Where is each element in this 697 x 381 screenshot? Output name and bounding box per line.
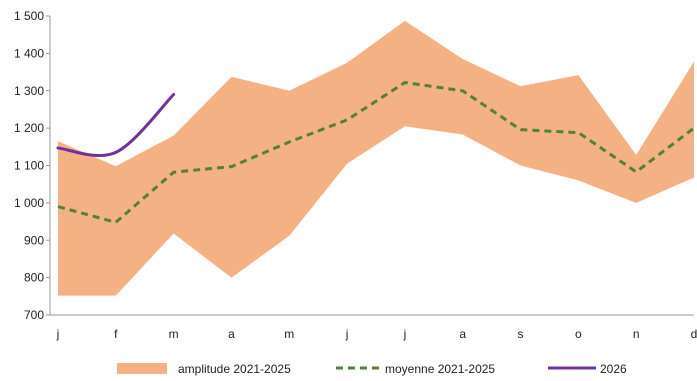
y-tick-label: 1 000 (14, 196, 44, 210)
x-tick-label: d (691, 327, 697, 341)
plot-area (56, 20, 695, 296)
series-amplitude-band (58, 20, 694, 296)
y-tick-label: 1 100 (14, 159, 44, 173)
legend: amplitude 2021-2025 moyenne 2021-2025 20… (117, 362, 627, 376)
y-tick-label: 1 400 (14, 46, 44, 60)
x-tick-label: m (284, 327, 294, 341)
x-tick-label: a (228, 327, 235, 341)
series-2026-line (56, 93, 176, 158)
x-tick-label: j (345, 327, 349, 341)
y-tick-label: 1 200 (14, 121, 44, 135)
legend-label-amplitude: amplitude 2021-2025 (178, 362, 291, 376)
legend-label-moyenne: moyenne 2021-2025 (385, 362, 495, 376)
x-tick-label: j (56, 327, 60, 341)
x-tick-label: m (169, 327, 179, 341)
x-tick-label: o (575, 327, 582, 341)
y-tick-label: 900 (24, 233, 44, 247)
y-tick-label: 1 300 (14, 84, 44, 98)
x-tick-label: n (633, 327, 640, 341)
x-tick-label: j (403, 327, 407, 341)
x-tick-label: s (518, 327, 524, 341)
x-tick-label: f (114, 327, 118, 341)
series-moyenne-line (57, 81, 695, 224)
y-tick-label: 800 (24, 271, 44, 285)
axes: 700 800 900 1 000 1 100 1 200 1 300 1 400 1 500 j… (14, 9, 697, 341)
y-tick-label: 1 500 (14, 9, 44, 23)
legend-swatch-amplitude (117, 363, 167, 374)
legend-label-2026: 2026 (600, 362, 627, 376)
y-tick-label: 700 (24, 308, 44, 322)
x-tick-label: a (459, 327, 466, 341)
